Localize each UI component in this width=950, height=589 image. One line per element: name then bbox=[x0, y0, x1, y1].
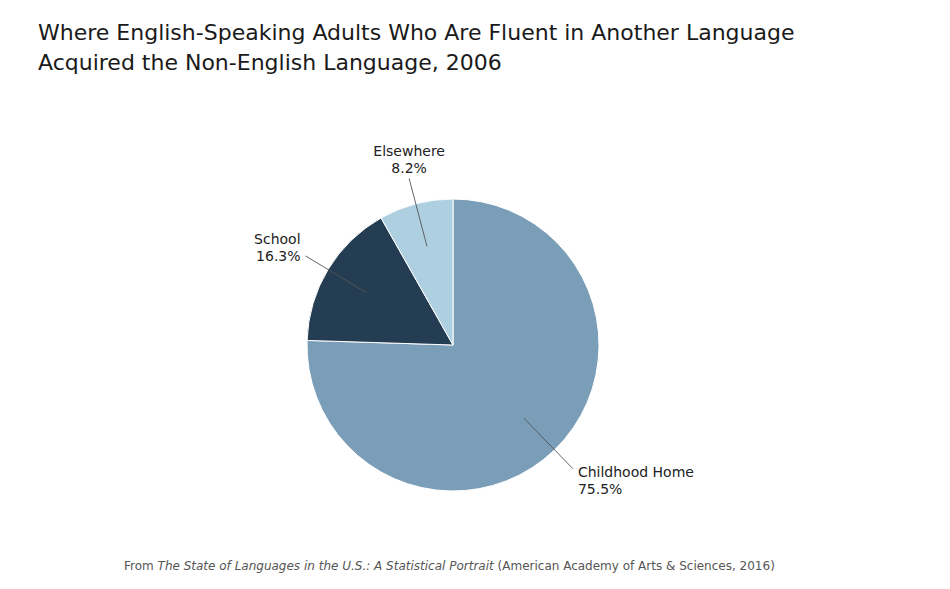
labels: Childhood Home75.5% School16.3% Elsewhere8… bbox=[254, 143, 694, 496]
slice bbox=[307, 199, 599, 491]
data-label: 16.3% bbox=[256, 248, 300, 264]
footnote-part: From bbox=[124, 559, 158, 573]
leader-line bbox=[306, 256, 366, 292]
chart: Where English-Speaking Adults Who Are Fl… bbox=[0, 0, 950, 589]
slice-label: Childhood Home bbox=[578, 464, 694, 480]
slice-label: School bbox=[254, 231, 300, 247]
slice bbox=[381, 199, 453, 345]
footnote: From The State of Languages in the U.S.:… bbox=[124, 559, 775, 573]
pie bbox=[307, 199, 599, 491]
leader-line bbox=[409, 178, 427, 246]
title: Acquired the Non-English Language, 2006 bbox=[38, 50, 502, 75]
title-group: Where English-Speaking Adults Who Are Fl… bbox=[38, 20, 794, 75]
slice-label: Elsewhere bbox=[373, 143, 445, 159]
data-label: 8.2% bbox=[391, 160, 427, 176]
data-label: 75.5% bbox=[578, 481, 622, 497]
footnote-part: (American Academy of Arts & Sciences, 20… bbox=[494, 559, 775, 573]
leader-line bbox=[524, 418, 573, 468]
footnote-part: The State of Languages in the U.S.: A St… bbox=[158, 559, 495, 573]
title: Where English-Speaking Adults Who Are Fl… bbox=[38, 20, 794, 45]
